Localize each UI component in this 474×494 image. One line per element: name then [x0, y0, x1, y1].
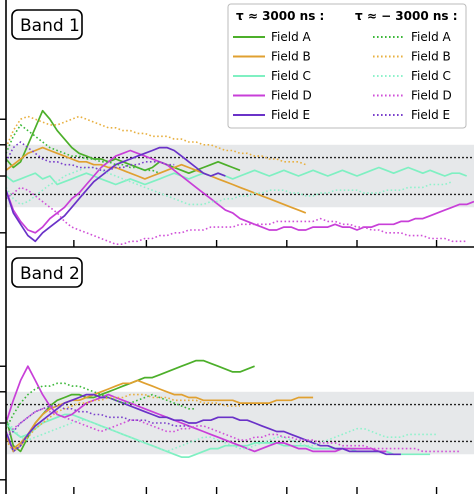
panel-label-box [11, 9, 83, 40]
legend-heading-negative: τ ≈ − 3000 ns : [355, 9, 458, 23]
panel-band-2: Band 2 [0, 257, 474, 481]
y-ticks-band-2 [0, 365, 6, 481]
panel-label: Band 1 [20, 16, 80, 36]
series-line-field-a-neg [5, 382, 197, 430]
legend-label: Field C [411, 69, 451, 83]
legend-label: Field D [271, 89, 312, 103]
series-line-field-e-pos [5, 393, 401, 456]
legend-label: Field E [411, 108, 450, 122]
series-line-field-b-neg [5, 393, 240, 453]
panel-band-1: Band 1 τ ≈ 3000 ns : τ ≈ − 3000 ns : Fie… [0, 3, 474, 245]
legend-label: Field D [411, 89, 452, 103]
series-line-field-c-pos [5, 166, 468, 186]
legend-label: Field C [271, 69, 311, 83]
legend-heading-positive: τ ≈ 3000 ns : [236, 9, 324, 23]
legend-frame [227, 3, 467, 129]
series-line-field-c-neg [5, 166, 453, 206]
series-group-band-1 [5, 109, 474, 245]
legend-label: Field B [411, 50, 451, 64]
series-line-field-d-pos [5, 149, 474, 234]
series-line-field-e-pos [5, 146, 226, 243]
legend-label: Field A [271, 30, 312, 44]
y-ticks-band-1 [0, 118, 6, 234]
series-line-field-d-neg [5, 186, 467, 245]
series-line-field-e-neg [5, 405, 189, 438]
legend-label: Field A [411, 30, 452, 44]
series-line-field-c-neg [5, 419, 438, 453]
panel-label-box [11, 257, 83, 288]
legend: τ ≈ 3000 ns : τ ≈ − 3000 ns : Field AFie… [227, 3, 467, 129]
panel-label: Band 2 [20, 264, 80, 284]
x-ticks [73, 240, 438, 494]
series-line-field-a-neg [5, 124, 160, 174]
series-line-field-e-neg [5, 141, 175, 172]
series-group-band-2 [5, 359, 460, 458]
series-line-field-b-pos [5, 379, 314, 450]
series-line-field-d-pos [5, 365, 387, 453]
legend-label: Field E [271, 108, 310, 122]
legend-items: Field A Field B Field C Field D Field E Field… [233, 30, 452, 122]
series-line-field-b-neg [5, 115, 307, 166]
legend-label: Field B [271, 50, 311, 64]
